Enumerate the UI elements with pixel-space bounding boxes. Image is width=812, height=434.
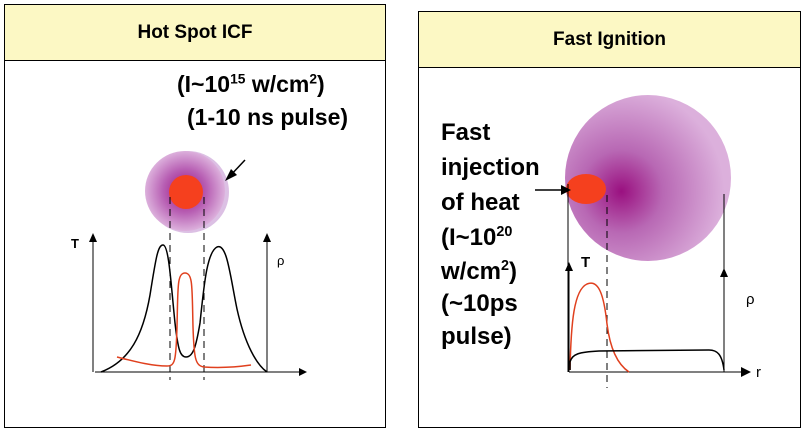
annotation-line-units: w/cm2) (441, 258, 518, 285)
fast-ignition-density-curve (569, 349, 725, 371)
hot-spot-temperature-curve (116, 272, 252, 369)
arrow-icon (225, 159, 246, 181)
annotation-line-pulse: pulse) (441, 323, 512, 350)
fast-ignition-axes (565, 262, 751, 377)
fast-ignition-temperature-axis-label: T (581, 254, 590, 271)
injection-arrow-icon (535, 185, 571, 195)
hot-spot-temperature-axis-label: T (71, 236, 79, 251)
fast-ignition-title: Fast Ignition (419, 12, 800, 68)
annotation-line-intensity: (I~1020 (441, 224, 513, 251)
hot-spot-title: Hot Spot ICF (5, 5, 385, 61)
hot-spot-axes (89, 233, 307, 376)
hot-spot-panel: Hot Spot ICF (I~1015 w/cm2) (1-10 ns pul… (4, 4, 386, 428)
annotation-line-injection: injection (441, 154, 540, 181)
hot-spot-diagram: T ρ (71, 151, 307, 380)
annotation-line-fast: Fast (441, 119, 491, 146)
fast-ignition-diagram: T ρ r (535, 95, 761, 388)
fast-ignition-hot-spot (566, 174, 606, 204)
hot-spot-core (169, 175, 203, 209)
fast-ignition-density-axis-label: ρ (746, 291, 755, 308)
hot-spot-pulse: (1-10 ns pulse) (187, 104, 349, 130)
fast-ignition-temperature-curve (569, 282, 630, 373)
fast-ignition-radius-axis-label: r (756, 364, 761, 381)
hot-spot-intensity: (I~1015 w/cm2) (177, 71, 325, 97)
annotation-line-of-heat: of heat (441, 189, 520, 216)
fast-ignition-panel: Fast Ignition (418, 11, 801, 428)
annotation-line-duration: (~10ps (441, 290, 518, 317)
hot-spot-density-curve (100, 244, 268, 373)
hot-spot-density-axis-label: ρ (277, 253, 284, 268)
